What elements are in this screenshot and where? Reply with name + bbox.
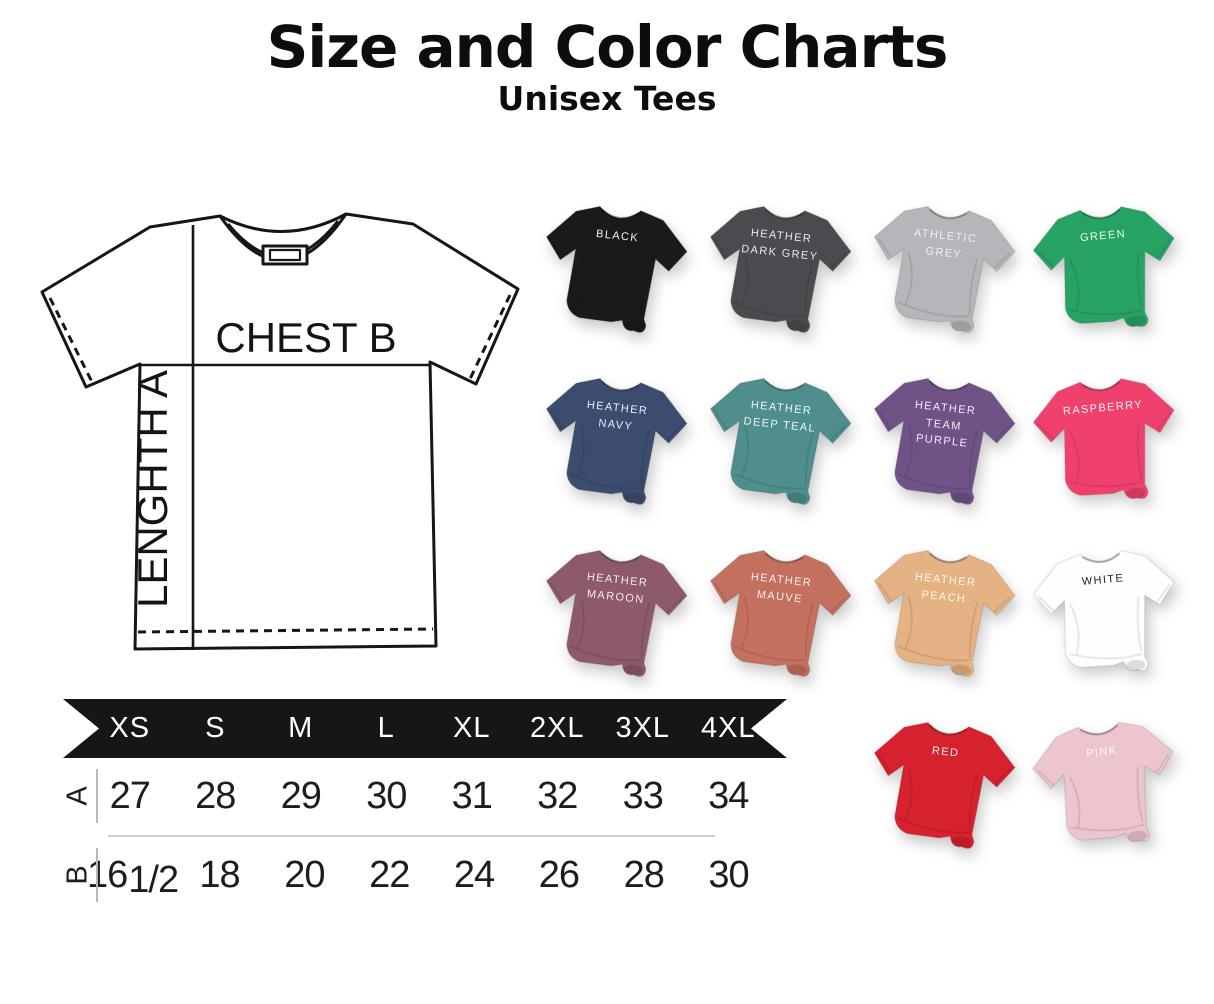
shirt-heather-deep-teal: HEATHER DEEP TEAL [696,356,860,528]
tshirt-icon [1032,550,1175,672]
header: Size and Color Charts Unisex Tees [0,14,1214,117]
length-label: LENGHTH A [129,370,176,608]
size-value: 32 [537,774,578,817]
tshirt-outline-icon [40,212,520,651]
size-header: L [377,712,395,744]
size-value: 161/2 [87,853,179,901]
size-value: 18 [199,853,240,896]
size-row-b: B 161/2 18 20 22 24 26 28 30 [61,842,787,908]
shirt-heather-navy: HEATHER NAVY [532,356,696,528]
tshirt-icon [873,721,1016,850]
size-value: 22 [369,853,410,896]
size-value: 31 [451,774,493,817]
size-header-row: XS S M L XL 2XL 3XL 4XL [63,699,787,758]
tshirt-icon [545,377,688,506]
tshirt-icon [545,205,688,334]
size-header: S [205,712,226,744]
shirt-white: WHITE [1024,528,1188,700]
row-b-label: B [61,865,94,885]
size-ribbon: XS S M L XL 2XL 3XL 4XL [63,699,787,758]
tshirt-icon [709,549,852,678]
tshirt-icon [709,205,852,334]
shirt-green: GREEN [1024,184,1188,356]
shirt-raspberry: RASPBERRY [1024,356,1188,528]
row-a-divider [96,769,98,823]
shirt-black: BLACK [532,184,696,356]
chest-label: CHEST B [215,314,396,361]
size-value: 28 [195,774,236,817]
size-value: 29 [280,774,322,817]
row-a-label: A [61,786,94,806]
size-row-a: A 27 28 29 30 31 32 33 34 [61,763,787,829]
size-value: 30 [366,774,407,817]
size-chart: XS S M L XL 2XL 3XL 4XL A 27 28 29 30 31… [61,699,787,908]
size-header: 3XL [615,712,671,744]
measurement-diagram: CHEST B LENGHTH A [40,212,520,651]
size-header: M [288,712,314,744]
tshirt-icon [873,205,1016,334]
size-value: 33 [622,774,664,817]
size-header: XS [109,712,151,744]
size-value: 34 [708,774,749,817]
left-sleeve-hem [48,297,94,383]
row-separator [108,835,715,837]
color-grid: BLACK HEATHER DARK GREY [532,184,1188,872]
shirt-athletic-grey: ATHLETIC GREY [860,184,1024,356]
page-subtitle: Unisex Tees [497,78,717,118]
shirt-heather-team-purple: HEATHER TEAM PURPLE [860,356,1024,528]
tshirt-icon [545,549,688,678]
right-sleeve-hem [468,294,512,380]
shirt-heather-peach: HEATHER PEACH [860,528,1024,700]
tshirt-icon [1032,206,1175,328]
size-value: 24 [453,853,495,896]
tshirt-icon [709,377,852,506]
size-value: 27 [109,774,151,817]
tshirt-icon [873,549,1016,678]
shirt-red: RED [860,700,1024,872]
fraction: 1/2 [128,858,179,901]
size-value: 26 [538,853,580,896]
size-value: 30 [708,853,749,896]
size-header: 4XL [700,712,756,744]
size-header: 2XL [529,712,585,744]
size-value: 28 [623,853,665,896]
shirt-heather-dark-grey: HEATHER DARK GREY [696,184,860,356]
size-value: 20 [284,853,325,896]
tshirt-icon [1032,378,1175,500]
shirt-heather-mauve: HEATHER MAUVE [696,528,860,700]
row-b-divider [96,848,98,902]
shirt-heather-maroon: HEATHER MAROON [532,528,696,700]
tshirt-icon [1032,721,1174,843]
size-header: XL [453,712,491,744]
tshirt-icon [873,377,1016,506]
page-title: Size and Color Charts [266,13,949,81]
bottom-hem [137,627,434,634]
shirt-pink: PINK [1024,700,1188,872]
